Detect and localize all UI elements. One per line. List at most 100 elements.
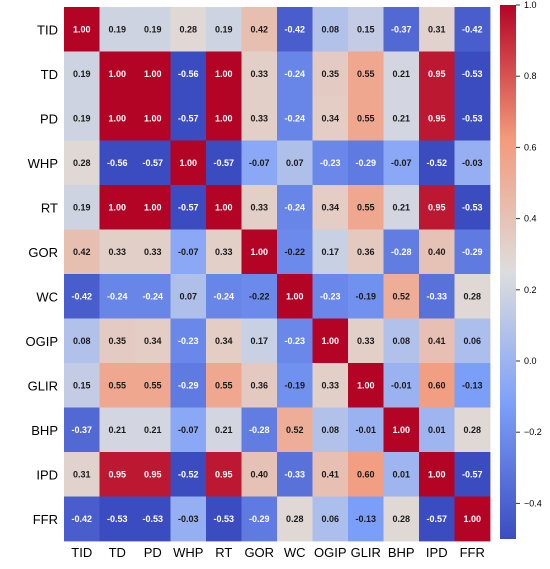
heatmap-cell: [419, 274, 455, 319]
cell-value-label: 0.34: [215, 336, 233, 346]
cell-value-label: 1.00: [463, 514, 481, 524]
cell-value-label: -0.57: [178, 202, 199, 212]
heatmap-cell: [312, 140, 349, 186]
cell-value-label: 0.95: [215, 469, 233, 479]
cell-value-label: 0.33: [250, 202, 268, 212]
heatmap-cell: [170, 229, 207, 275]
y-tick-label: WHP: [28, 156, 58, 171]
heatmap-cell: [135, 363, 171, 408]
heatmap-cell: [383, 185, 420, 230]
colorbar-tick-label: 0.6: [524, 142, 537, 152]
cell-value-label: 1.00: [215, 202, 233, 212]
y-tick-label: GLIR: [28, 378, 58, 393]
heatmap-cells: 1.00 0.19 0.19 0.28 0.19 0.42 -0.42 0.08 0.15 -0.…: [64, 7, 491, 542]
heatmap-cell: [348, 185, 384, 230]
heatmap-cell: [312, 274, 349, 319]
cell-value-label: 1.00: [108, 202, 126, 212]
colorbar-tick-label: 0.8: [524, 71, 537, 81]
cell-value-label: 0.33: [357, 336, 375, 346]
heatmap-cell: [241, 407, 278, 453]
heatmap-cell: [348, 51, 384, 97]
heatmap-cell: [64, 229, 100, 275]
cell-value-label: -0.52: [178, 469, 199, 479]
heatmap-cell: [419, 496, 455, 542]
cell-value-label: 0.08: [321, 24, 339, 34]
cell-value-label: -0.57: [462, 469, 483, 479]
heatmap-cell: [64, 96, 100, 141]
heatmap-cell: [241, 140, 278, 186]
cell-value-label: 0.95: [428, 202, 446, 212]
heatmap-cell: [419, 407, 455, 453]
cell-value-label: 0.52: [392, 291, 410, 301]
heatmap-cell: [383, 140, 420, 186]
cell-value-label: -0.42: [71, 514, 92, 524]
cell-value-label: 0.42: [73, 247, 91, 257]
cell-value-label: 0.55: [357, 113, 375, 123]
heatmap-cell: [99, 51, 136, 97]
y-tick-label: PD: [40, 111, 58, 126]
heatmap-cell: [135, 407, 171, 453]
cell-value-label: 0.19: [73, 113, 91, 123]
cell-value-label: 0.33: [215, 247, 233, 257]
cell-value-label: -0.42: [284, 24, 305, 34]
heatmap-cell: [99, 452, 136, 497]
x-tick-label: TID: [71, 545, 92, 560]
cell-value-label: -0.24: [213, 291, 234, 301]
cell-value-label: 0.36: [250, 380, 268, 390]
heatmap-cell: [348, 363, 384, 408]
heatmap-cell: [241, 274, 278, 319]
cell-value-label: 0.28: [73, 158, 91, 168]
y-tick-label: WC: [36, 289, 58, 304]
heatmap-cell: [454, 452, 491, 497]
cell-value-label: 0.06: [463, 336, 481, 346]
heatmap-cell: [454, 318, 491, 364]
heatmap-cell: [170, 274, 207, 319]
cell-value-label: 0.28: [392, 514, 410, 524]
heatmap-cell: [277, 51, 313, 97]
cell-value-label: 0.35: [321, 69, 339, 79]
cell-value-label: 0.17: [250, 336, 268, 346]
colorbar-tick-label: 0.2: [524, 285, 537, 295]
heatmap-cell: [454, 185, 491, 230]
heatmap-cell: [312, 96, 349, 141]
heatmap-cell: [64, 452, 100, 497]
cell-value-label: -0.24: [284, 202, 305, 212]
cell-value-label: 0.07: [179, 291, 197, 301]
heatmap-cell: [206, 229, 242, 275]
cell-value-label: -0.33: [284, 469, 305, 479]
heatmap-cell: [383, 363, 420, 408]
cell-value-label: -0.57: [426, 514, 447, 524]
heatmap-cell: [170, 96, 207, 141]
heatmap-cell: [170, 185, 207, 230]
heatmap-cell: [454, 229, 491, 275]
heatmap-cell: [206, 318, 242, 364]
colorbar-tick-label: −0.4: [524, 498, 542, 508]
cell-value-label: -0.29: [178, 380, 199, 390]
heatmap-cell: [206, 7, 242, 52]
heatmap-cell: [277, 7, 313, 52]
heatmap-cell: [383, 318, 420, 364]
heatmap-cell: [135, 7, 171, 52]
cell-value-label: 0.95: [144, 469, 162, 479]
cell-value-label: 0.19: [73, 202, 91, 212]
y-tick-label: TD: [41, 67, 58, 82]
heatmap-cell: [312, 229, 349, 275]
y-axis-tick-labels: TID TD PD WHP RT GOR WC OGIP GLIR BHP IPD FFR: [25, 22, 58, 527]
heatmap-cell: [454, 96, 491, 141]
heatmap-cell: [383, 452, 420, 497]
cell-value-label: -0.57: [142, 158, 163, 168]
heatmap-cell: [312, 318, 349, 364]
x-tick-label: GLIR: [351, 545, 381, 560]
heatmap-cell: [135, 51, 171, 97]
heatmap-cell: [454, 407, 491, 453]
cell-value-label: 0.34: [321, 202, 339, 212]
cell-value-label: -0.56: [178, 69, 199, 79]
cell-value-label: 0.21: [392, 113, 410, 123]
cell-value-label: 0.55: [144, 380, 162, 390]
heatmap-cell: [64, 496, 100, 542]
heatmap-cell: [383, 496, 420, 542]
heatmap-cell: [312, 51, 349, 97]
heatmap-cell: [348, 7, 384, 52]
cell-value-label: 0.21: [392, 69, 410, 79]
